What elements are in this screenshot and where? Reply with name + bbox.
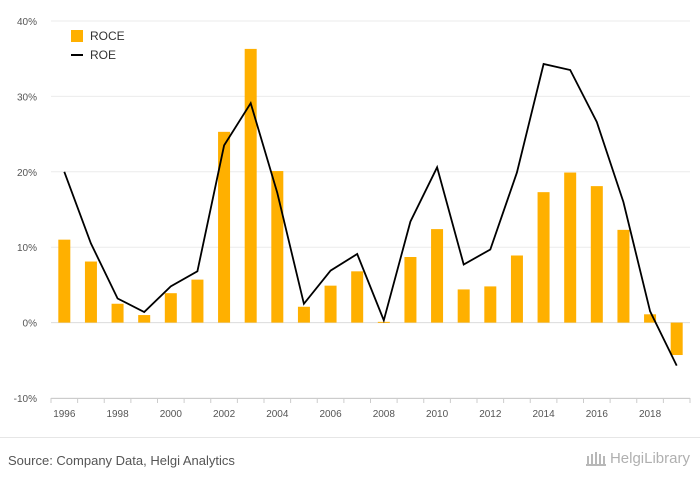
x-tick-label: 2002 [213, 409, 236, 420]
roce-bar [617, 229, 630, 323]
roce-bar [644, 314, 657, 323]
x-tick-label: 2000 [160, 409, 183, 420]
x-tick-label: 1998 [106, 409, 129, 420]
x-tick-label: 2016 [586, 409, 609, 420]
roce-bar [351, 271, 364, 323]
x-tick-label: 2006 [319, 409, 342, 420]
roce-bars [58, 48, 683, 356]
x-axis: 1996 1998 2000 2002 2004 2006 2008 2010 2012 2014… [50, 398, 691, 420]
y-axis: -10% 0% 10% 20% 30% 40% [14, 17, 37, 405]
roce-bar [564, 172, 577, 323]
roce-bar [244, 48, 257, 323]
roce-bar [191, 279, 204, 323]
roce-bar [484, 286, 497, 323]
x-tick-label: 2004 [266, 409, 289, 420]
roce-bar [297, 306, 310, 323]
roce-bar [84, 261, 97, 323]
helgi-library-logo: HelgiLibrary [585, 450, 690, 467]
x-tick-label: 2018 [639, 409, 662, 420]
roce-bar [218, 131, 231, 323]
roce-bar [138, 315, 151, 323]
library-building-icon [585, 451, 606, 466]
y-tick-label: 0% [23, 319, 38, 330]
x-tick-label: 2014 [532, 409, 555, 420]
x-tick-label: 2008 [373, 409, 396, 420]
legend-label-roe: ROE [90, 48, 116, 62]
roe-line-layer [63, 62, 678, 366]
footer: Source: Company Data, Helgi Analytics He… [0, 437, 700, 483]
y-tick-label: 30% [17, 92, 37, 103]
roce-bar [670, 322, 683, 356]
x-tick-label: 2010 [426, 409, 449, 420]
roce-bar [58, 239, 71, 323]
roce-bar [164, 293, 177, 323]
roce-bar [510, 255, 523, 323]
logo-text: HelgiLibrary [609, 450, 690, 467]
roce-bar [431, 229, 444, 323]
roce-bar [111, 303, 124, 323]
y-tick-label: 10% [17, 243, 37, 254]
roe-line [63, 62, 678, 366]
y-tick-label: 40% [17, 17, 37, 28]
roce-bar [537, 192, 550, 323]
roce-bar [457, 289, 470, 323]
chart: -10% 0% 10% 20% 30% 40% 1996 1998 2000 2002 2004 2… [14, 17, 691, 420]
x-tick-label: 1996 [53, 409, 76, 420]
x-tick-label: 2012 [479, 409, 502, 420]
y-tick-label: 20% [17, 168, 37, 179]
legend-label-roce: ROCE [90, 29, 125, 43]
legend: ROCE ROE [71, 29, 125, 62]
roce-bar [324, 285, 337, 323]
roce-bar [404, 257, 417, 323]
source-text: Source: Company Data, Helgi Analytics [8, 453, 235, 468]
roce-bar [590, 186, 603, 323]
y-tick-label: -10% [14, 394, 37, 405]
legend-swatch-roce [71, 30, 83, 42]
